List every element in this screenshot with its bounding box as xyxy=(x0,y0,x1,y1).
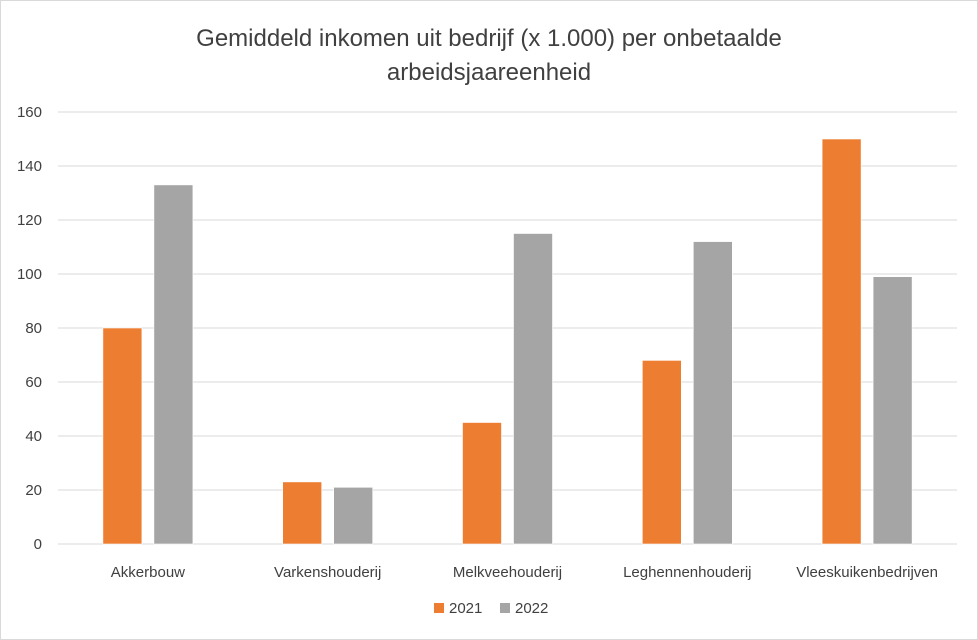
gridlines xyxy=(58,111,957,545)
y-tick-label: 60 xyxy=(25,374,42,391)
chart-title-line-2: arbeidsjaareenheid xyxy=(387,59,591,86)
category-label: Akkerbouw xyxy=(111,564,185,581)
legend-swatch-2021 xyxy=(434,603,444,613)
category-label: Leghennenhouderij xyxy=(623,564,751,581)
y-axis-ticks: 0 20 40 60 80 100 120 140 160 xyxy=(17,104,42,553)
bar-2022-leghennenhouderij[interactable] xyxy=(692,241,733,545)
bar-2021-varkenshouderij[interactable] xyxy=(282,481,323,545)
bar-2022-melkveehouderij[interactable] xyxy=(513,233,553,545)
category-label: Varkenshouderij xyxy=(274,564,381,581)
category-label: Vleeskuikenbedrijven xyxy=(796,564,938,581)
y-tick-label: 120 xyxy=(17,212,42,229)
legend-label-2021: 2021 xyxy=(449,600,482,617)
bar-2021-leghennenhouderij[interactable] xyxy=(641,360,682,545)
y-tick-label: 80 xyxy=(25,320,42,337)
bar-2021-vleeskuikenbedrijven[interactable] xyxy=(821,138,862,545)
y-tick-label: 0 xyxy=(34,536,42,553)
x-axis-categories: Akkerbouw Varkenshouderij Melkveehouderij L… xyxy=(111,564,938,581)
bars xyxy=(102,138,913,545)
chart-title-line-1: Gemiddeld inkomen uit bedrijf (x 1.000) … xyxy=(196,25,782,52)
y-tick-label: 140 xyxy=(17,158,42,175)
y-tick-label: 20 xyxy=(25,482,42,499)
category-label: Melkveehouderij xyxy=(453,564,562,581)
bar-2021-melkveehouderij[interactable] xyxy=(462,422,502,545)
y-tick-label: 100 xyxy=(17,266,42,283)
y-tick-label: 160 xyxy=(17,104,42,121)
legend[interactable]: 2021 2022 xyxy=(434,600,548,617)
bar-2021-akkerbouw[interactable] xyxy=(102,327,143,545)
bar-2022-varkenshouderij[interactable] xyxy=(333,486,374,545)
y-tick-label: 40 xyxy=(25,428,42,445)
bar-2022-vleeskuikenbedrijven[interactable] xyxy=(872,276,913,545)
legend-swatch-2022 xyxy=(500,603,510,613)
bar-2022-akkerbouw[interactable] xyxy=(153,184,194,545)
legend-label-2022: 2022 xyxy=(515,600,548,617)
